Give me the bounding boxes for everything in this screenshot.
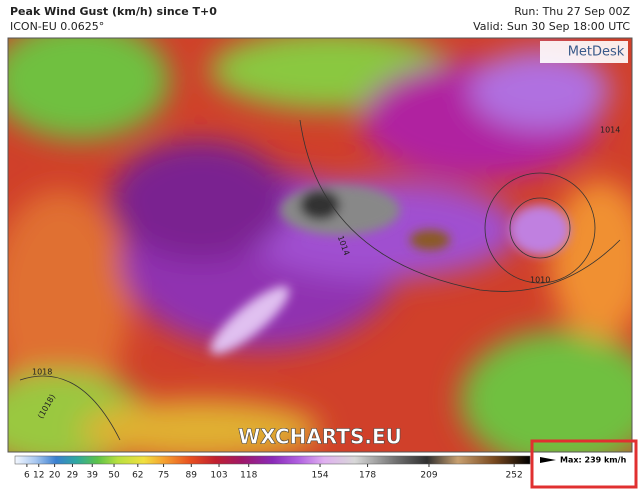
colorbar-tick-label: 29 [67,471,79,481]
colorbar-tick-label: 12 [33,471,44,481]
isobar-label: 1018 [32,368,52,377]
isobar-label: 1010 [530,276,550,285]
max-label: Max: 239 km/h [560,456,627,465]
colorbar: 6 12 20 29 39 50 62 75 89 103 118 154 178 209 252 [14,455,531,481]
map-border [7,37,633,453]
isobar-label: 1014 [600,126,620,135]
colorbar-tick-label: 118 [240,471,257,481]
valid-time: Valid: Sun 30 Sep 18:00 UTC [473,20,630,33]
colorbar-tick-label: 103 [210,471,227,481]
colorbar-tick-label: 75 [158,471,169,481]
logo-box [540,41,628,63]
logo: MetDesk [568,45,625,60]
colorbar-tick-label: 39 [87,471,99,481]
colorbar-tick-label: 178 [359,471,376,481]
title: Peak Wind Gust (km/h) since T+0 [10,5,217,18]
colorbar-gradient [14,455,531,465]
colorbar-tick-label: 154 [311,471,328,481]
colorbar-tick-label: 62 [132,471,143,481]
colorbar-tick-label: 209 [420,471,437,481]
highlight-box [530,439,638,489]
arrow [540,457,556,463]
colorbar-tick-label: 50 [108,471,120,481]
colorbar-tick-label: 20 [49,471,61,481]
run-time: Run: Thu 27 Sep 00Z [514,5,630,18]
watermark: WXCHARTS.EU [238,425,402,449]
colorbar-tick-label: 6 [24,471,30,481]
map: 1014 1010 1018 (1018) 1014 MetDesk WXCHA… [8,38,632,452]
colorbar-tick-label: 252 [506,471,523,481]
model: ICON-EU 0.0625° [10,20,104,33]
colorbar-tick-label: 89 [186,471,198,481]
